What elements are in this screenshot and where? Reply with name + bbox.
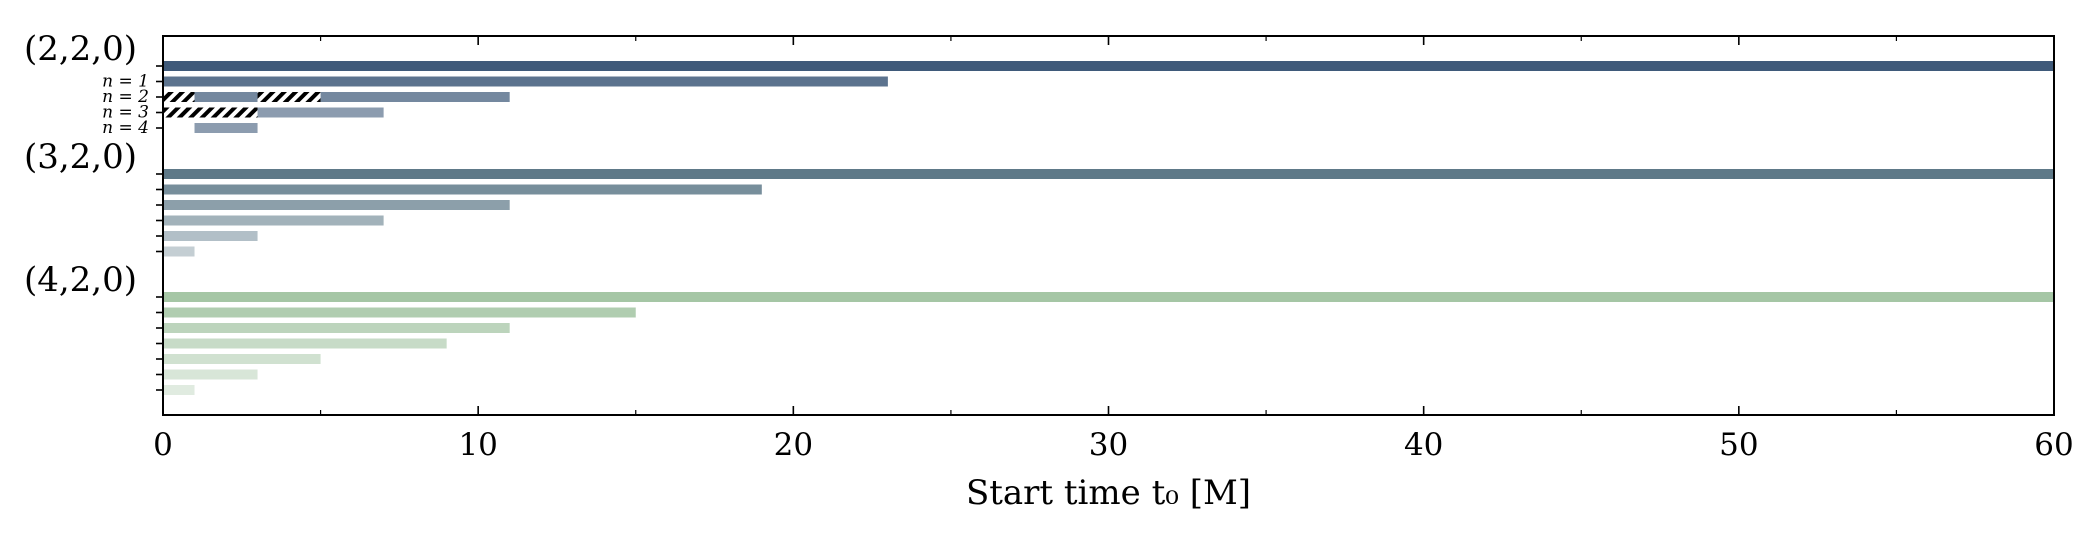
bar-segment: [194, 123, 258, 133]
x-tick-label: 40: [1404, 427, 1443, 463]
bar-segment: [320, 92, 510, 102]
hatched-segment: [163, 92, 195, 102]
bar-segment: [163, 61, 2054, 71]
bar-segment: [194, 92, 258, 102]
bar-segment: [163, 338, 447, 349]
bar-segment: [163, 385, 195, 395]
hatched-segment: [257, 92, 321, 102]
bar-segment: [163, 169, 2054, 179]
x-tick-label: 60: [2034, 427, 2073, 463]
x-axis-title: Start time t₀ [M]: [966, 473, 1251, 513]
row-label: n = 2: [102, 87, 149, 107]
group-label: (4,2,0): [24, 260, 137, 300]
bar-segment: [163, 76, 888, 87]
bar-segment: [163, 292, 2054, 302]
bar-segment: [163, 369, 258, 380]
bar-segment: [163, 323, 510, 333]
x-tick-label: 30: [1089, 427, 1128, 463]
bar-segment: [163, 200, 510, 210]
x-tick-label: 0: [153, 427, 173, 463]
row-label: n = 4: [102, 118, 149, 138]
bar-segment: [163, 246, 195, 257]
x-tick-label: 10: [458, 427, 497, 463]
row-label: n = 3: [102, 103, 149, 123]
x-tick-label: 20: [774, 427, 813, 463]
bar-segment: [163, 184, 762, 195]
x-tick-label: 50: [1719, 427, 1758, 463]
group-label: (3,2,0): [24, 137, 137, 177]
bar-segment: [163, 307, 636, 318]
bar-segment: [163, 215, 384, 226]
row-label: n = 1: [102, 72, 149, 92]
axes: n = 1n = 2n = 3n = 4 (2,2,0) (3,2,0) (4,2,0…: [24, 29, 2074, 513]
group-label: (2,2,0): [24, 29, 137, 69]
bar-segment: [163, 231, 258, 241]
plot-area: [163, 61, 2054, 395]
bar-segment: [257, 107, 384, 118]
hatched-segment: [163, 107, 258, 118]
bar-segment: [163, 354, 321, 364]
